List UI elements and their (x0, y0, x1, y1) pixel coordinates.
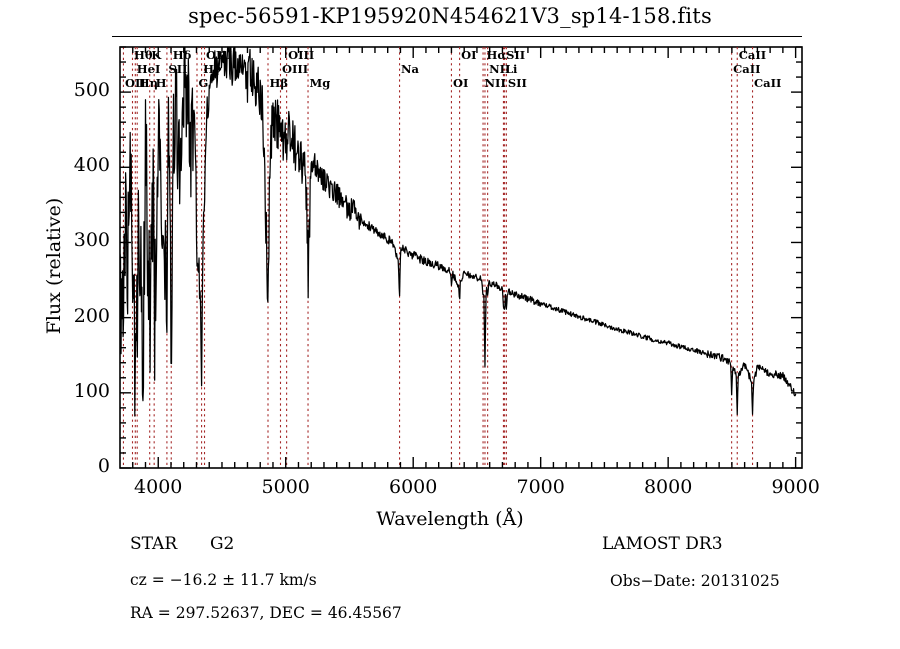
cz-value: cz = −16.2 ± 11.7 km/s (130, 571, 317, 589)
line-label-h: Hη (138, 76, 158, 90)
line-label-k: K (151, 48, 162, 62)
plot-frame (119, 46, 803, 469)
x-tick-label: 9000 (771, 476, 820, 498)
y-tick-label: 100 (73, 379, 110, 402)
y-tick-label: 300 (73, 229, 110, 252)
line-label-g: G (198, 76, 209, 90)
title-underline (112, 36, 802, 37)
line-label-hei: HeI (136, 62, 161, 76)
line-marker-group (122, 47, 754, 468)
line-label-mg: Mg (309, 76, 331, 90)
line-label-sii: SII (506, 48, 526, 62)
line-label-oi: OI (461, 48, 477, 62)
line-label-h: Hδ (172, 48, 192, 62)
y-tick-label: 500 (73, 79, 110, 102)
x-tick-label: 5000 (261, 476, 310, 498)
line-label-oii: OII (124, 76, 146, 90)
spectral-class: G2 (209, 534, 235, 554)
line-label-h: Hβ (269, 76, 289, 90)
coordinates-value: RA = 297.52637, DEC = 46.45567 (130, 604, 402, 622)
x-axis-tickmarks (132, 47, 797, 468)
line-label-caii: CaII (738, 48, 767, 62)
line-label-caii: CaII (733, 62, 761, 76)
line-label-nii: NII (484, 76, 506, 90)
line-label-h: Hγ (203, 62, 222, 76)
line-label-caii: CaII (754, 76, 782, 90)
line-label-sii: SII (168, 62, 188, 76)
line-label-h: Hα (486, 48, 507, 62)
line-label-oiii: OIII (288, 48, 315, 62)
x-tick-label: 7000 (516, 476, 565, 498)
object-type-label: STAR G2 (130, 534, 234, 554)
line-label-na: Na (401, 62, 420, 76)
line-label-oi: OI (452, 76, 469, 90)
line-label-nii: NII (489, 62, 511, 76)
y-tick-label: 200 (73, 304, 110, 327)
x-axis-label: Wavelength (Å) (376, 508, 524, 530)
x-tick-label: 8000 (643, 476, 693, 498)
survey-label: LAMOST DR3 (602, 534, 723, 554)
x-tick-label: 6000 (389, 476, 438, 498)
line-label-oiii: OIII (206, 48, 233, 62)
line-label-li: Li (504, 62, 518, 76)
line-label-h: Hθ (133, 48, 153, 62)
page-title: spec-56591-KP195920N454621V3_sp14-158.fi… (188, 4, 712, 28)
line-label-sii: SII (507, 76, 527, 90)
obs-date-value: Obs−Date: 20131025 (610, 572, 780, 590)
y-axis-tickmarks (120, 46, 802, 469)
line-label-h: H (155, 76, 167, 90)
y-tick-label: 400 (73, 154, 110, 177)
y-axis-label: Flux (relative) (43, 197, 65, 335)
object-type: STAR (130, 534, 178, 554)
y-tick-label: 0 (97, 455, 110, 477)
spectrum-curve (120, 47, 797, 417)
x-tick-label: 4000 (134, 476, 183, 498)
line-label-oiii: OIII (281, 62, 309, 76)
